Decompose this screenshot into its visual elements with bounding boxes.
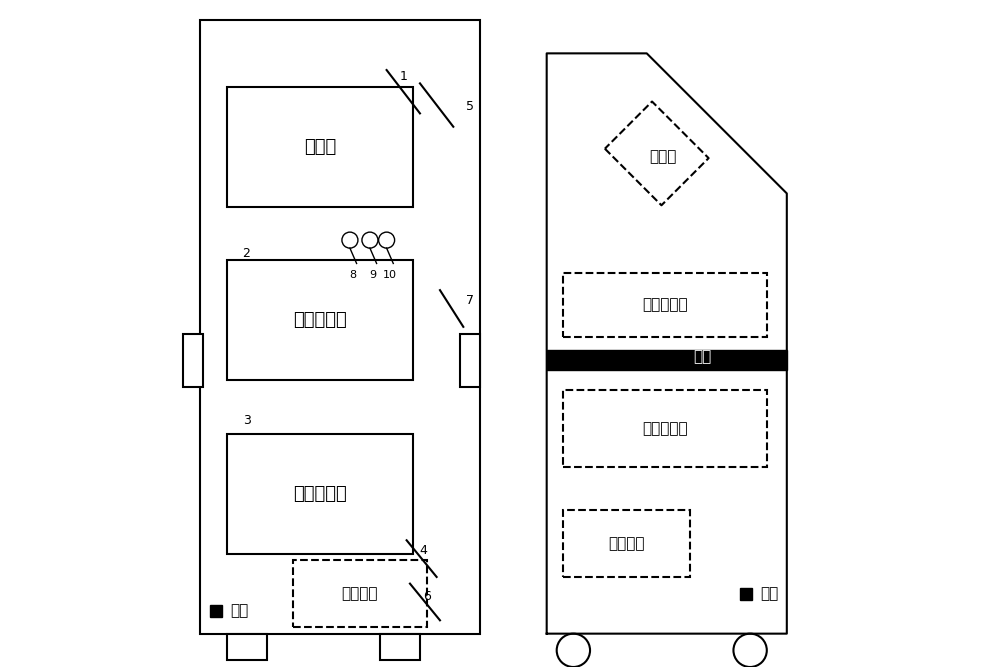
Bar bbox=[563, 273, 767, 337]
Text: 8: 8 bbox=[350, 270, 357, 280]
Bar bbox=[563, 390, 767, 467]
Text: 4: 4 bbox=[419, 544, 427, 557]
Text: 10: 10 bbox=[383, 270, 397, 280]
Bar bbox=[227, 260, 413, 380]
Text: 扶手: 扶手 bbox=[693, 350, 712, 364]
Bar bbox=[563, 510, 690, 577]
Text: 可调电容箱: 可调电容箱 bbox=[293, 485, 347, 502]
Circle shape bbox=[733, 634, 767, 667]
Bar bbox=[227, 634, 267, 660]
Bar bbox=[227, 434, 413, 554]
Text: 信号发生器: 信号发生器 bbox=[293, 311, 347, 329]
Bar bbox=[183, 334, 203, 387]
Text: 示波器: 示波器 bbox=[304, 138, 336, 155]
Bar bbox=[460, 334, 480, 387]
Text: 接地: 接地 bbox=[760, 586, 778, 601]
Bar bbox=[227, 87, 413, 207]
Text: 示波器: 示波器 bbox=[650, 149, 677, 164]
Bar bbox=[210, 605, 222, 617]
Bar bbox=[200, 20, 480, 634]
Bar bbox=[293, 560, 427, 627]
Text: 1: 1 bbox=[399, 70, 407, 83]
Text: 7: 7 bbox=[466, 293, 474, 307]
Text: 3: 3 bbox=[243, 414, 250, 427]
Text: 信号发生器: 信号发生器 bbox=[642, 297, 688, 313]
Bar bbox=[740, 588, 752, 600]
Text: 6: 6 bbox=[423, 590, 431, 604]
Text: 9: 9 bbox=[370, 270, 377, 280]
Text: 2: 2 bbox=[243, 247, 250, 260]
Bar bbox=[380, 634, 420, 660]
Text: 可调电容箱: 可调电容箱 bbox=[642, 421, 688, 436]
Text: 5: 5 bbox=[466, 100, 474, 113]
Text: 接地: 接地 bbox=[230, 603, 248, 618]
Text: 隔离电源: 隔离电源 bbox=[608, 536, 645, 551]
Text: 隔离电源: 隔离电源 bbox=[342, 586, 378, 601]
Circle shape bbox=[557, 634, 590, 667]
Bar bbox=[547, 350, 787, 370]
